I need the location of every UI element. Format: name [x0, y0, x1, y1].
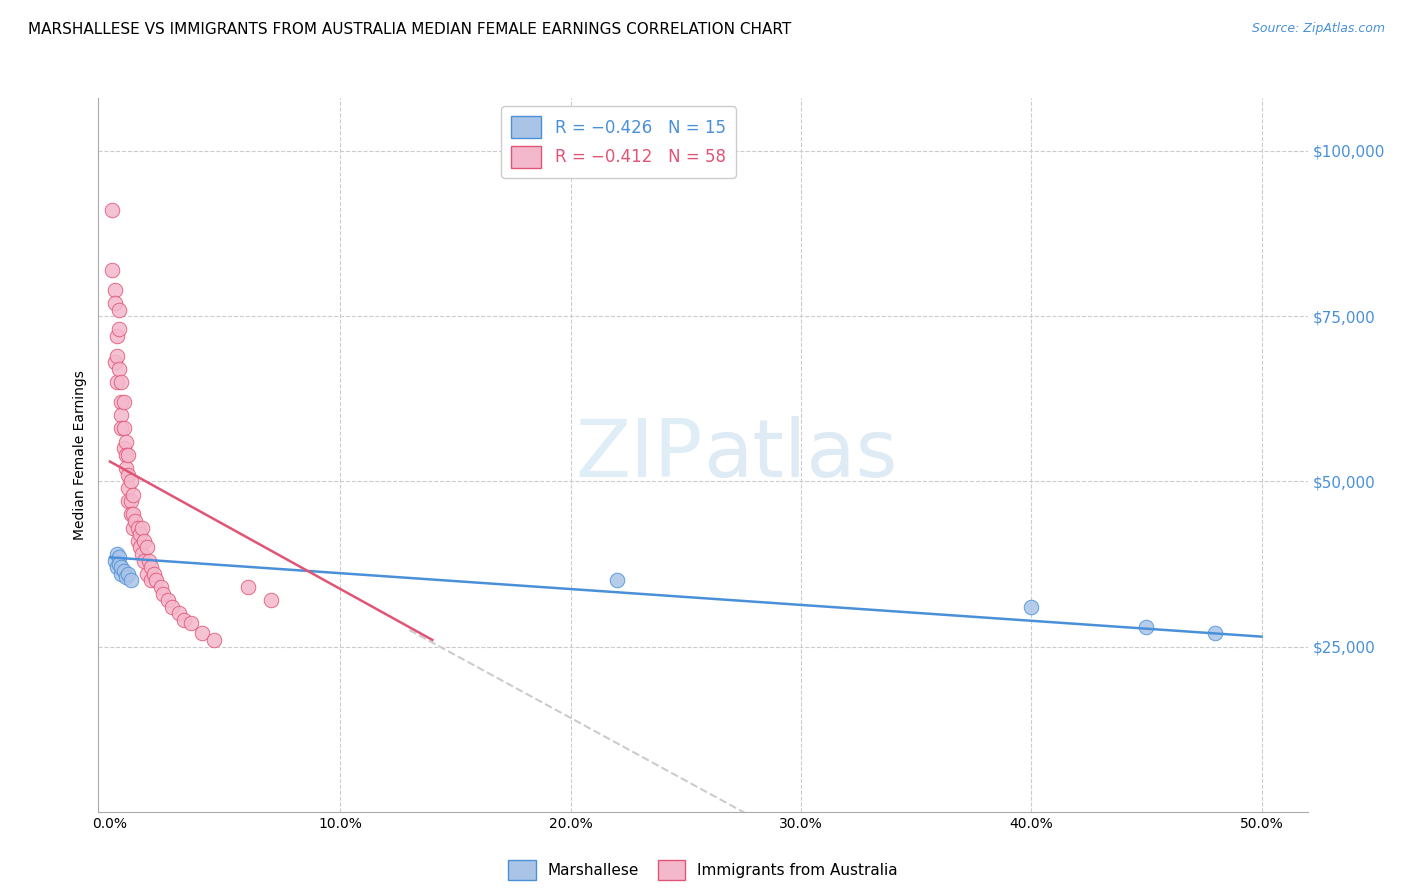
Point [117, 494, 139, 508]
Point [152, 587, 174, 601]
Point [167, 607, 190, 621]
Point [131, 520, 153, 534]
Point [138, 554, 160, 568]
Point [110, 566, 132, 581]
Point [1135, 620, 1157, 634]
Point [103, 296, 125, 310]
Point [142, 566, 165, 581]
Point [122, 508, 145, 522]
Point [103, 355, 125, 369]
Point [1019, 599, 1042, 614]
Point [110, 395, 132, 409]
Point [202, 632, 225, 647]
Point [127, 533, 149, 548]
Point [236, 580, 259, 594]
Point [108, 322, 131, 336]
Point [110, 376, 132, 390]
Point [128, 527, 150, 541]
Point [120, 494, 142, 508]
Point [117, 448, 139, 462]
Point [108, 557, 131, 571]
Point [103, 283, 125, 297]
Point [110, 421, 132, 435]
Point [134, 533, 156, 548]
Point [120, 574, 142, 588]
Point [112, 442, 135, 456]
Point [260, 593, 283, 607]
Point [135, 541, 157, 555]
Point [112, 421, 135, 435]
Text: atlas: atlas [703, 416, 897, 494]
Point [101, 203, 124, 218]
Point [173, 613, 195, 627]
Point [120, 475, 142, 489]
Point [108, 302, 131, 317]
Point [108, 550, 131, 565]
Point [105, 376, 128, 390]
Point [117, 566, 139, 581]
Point [105, 547, 128, 561]
Point [115, 448, 138, 462]
Point [145, 574, 167, 588]
Point [115, 434, 138, 449]
Point [160, 599, 183, 614]
Point [103, 554, 125, 568]
Point [135, 566, 157, 581]
Point [141, 574, 163, 588]
Point [191, 626, 214, 640]
Point [105, 349, 128, 363]
Point [110, 560, 132, 574]
Point [117, 481, 139, 495]
Point [127, 520, 149, 534]
Point [134, 554, 156, 568]
Text: ZIP: ZIP [575, 416, 703, 494]
Point [122, 487, 145, 501]
Point [131, 547, 153, 561]
Point [606, 574, 628, 588]
Y-axis label: Median Female Earnings: Median Female Earnings [73, 370, 87, 540]
Point [101, 263, 124, 277]
Point [122, 520, 145, 534]
Text: MARSHALLESE VS IMMIGRANTS FROM AUSTRALIA MEDIAN FEMALE EARNINGS CORRELATION CHAR: MARSHALLESE VS IMMIGRANTS FROM AUSTRALIA… [28, 22, 792, 37]
Point [1204, 626, 1226, 640]
Point [110, 409, 132, 423]
Point [120, 508, 142, 522]
Point [141, 560, 163, 574]
Point [108, 362, 131, 376]
Point [115, 461, 138, 475]
Point [115, 570, 138, 584]
Point [128, 541, 150, 555]
Point [156, 593, 179, 607]
Legend: Marshallese, Immigrants from Australia: Marshallese, Immigrants from Australia [502, 855, 904, 886]
Text: Source: ZipAtlas.com: Source: ZipAtlas.com [1251, 22, 1385, 36]
Point [149, 580, 172, 594]
Point [112, 395, 135, 409]
Point [124, 514, 146, 528]
Point [180, 616, 202, 631]
Point [105, 560, 128, 574]
Point [105, 329, 128, 343]
Point [112, 564, 135, 578]
Point [117, 467, 139, 482]
